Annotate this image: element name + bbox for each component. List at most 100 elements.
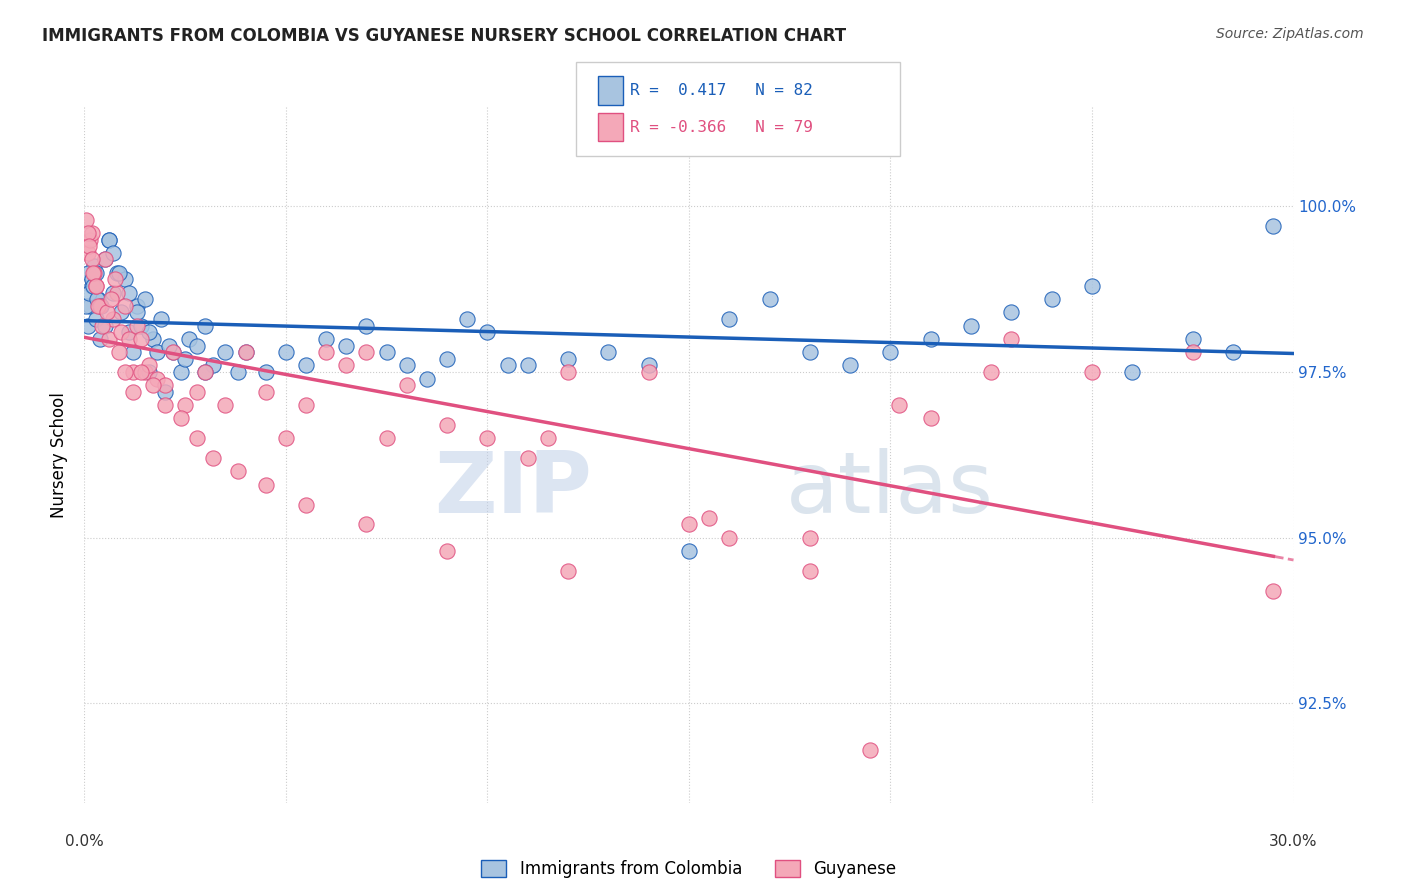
Point [598, 345, 620, 359]
Point [335, 359, 357, 373]
Point [1000, 332, 1022, 346]
Point [335, 338, 357, 352]
Point [496, 359, 519, 373]
Point [170, 365, 193, 379]
Point [799, 564, 821, 578]
Point [87, 299, 110, 313]
Point [114, 272, 136, 286]
Point [295, 498, 318, 512]
Point [121, 345, 143, 359]
Point [980, 365, 1002, 379]
Point [887, 398, 910, 412]
Point [93, 252, 115, 267]
Point [77, 285, 100, 300]
Point [157, 338, 180, 352]
Point [100, 292, 122, 306]
Point [839, 359, 862, 373]
Point [516, 359, 538, 373]
Point [295, 359, 318, 373]
Point [637, 359, 659, 373]
Point [375, 431, 398, 445]
Point [274, 345, 297, 359]
Point [214, 398, 236, 412]
Point [105, 285, 128, 300]
Point [678, 517, 700, 532]
Point [114, 299, 136, 313]
Point [104, 272, 127, 286]
Point [214, 345, 236, 359]
Point [86, 312, 108, 326]
Point [194, 365, 217, 379]
Point [1121, 365, 1143, 379]
Point [77, 266, 100, 280]
Point [1222, 345, 1244, 359]
Point [138, 359, 160, 373]
Point [162, 345, 184, 359]
Point [174, 398, 197, 412]
Point [142, 378, 165, 392]
Point [96, 305, 118, 319]
Point [83, 259, 105, 273]
Text: ZIP: ZIP [434, 448, 592, 532]
Point [395, 378, 418, 392]
Point [153, 398, 176, 412]
Point [356, 517, 378, 532]
Point [103, 245, 125, 260]
Point [557, 564, 579, 578]
Point [90, 299, 112, 313]
Text: R =  0.417   N = 82: R = 0.417 N = 82 [630, 83, 813, 98]
Point [134, 292, 156, 306]
Point [226, 365, 249, 379]
Point [82, 279, 104, 293]
Point [202, 359, 225, 373]
Point [94, 318, 117, 333]
Point [960, 318, 983, 333]
Point [146, 372, 169, 386]
Point [118, 326, 141, 340]
Point [186, 338, 208, 352]
Point [125, 318, 148, 333]
Point [557, 365, 579, 379]
Point [718, 312, 741, 326]
Point [254, 365, 277, 379]
Point [375, 345, 398, 359]
Point [416, 372, 439, 386]
Point [80, 272, 103, 286]
Point [84, 279, 107, 293]
Point [101, 312, 124, 326]
Point [194, 318, 217, 333]
Point [93, 252, 115, 267]
Point [129, 365, 152, 379]
Point [186, 384, 208, 399]
Point [1263, 219, 1285, 234]
Point [80, 252, 103, 267]
Point [557, 351, 579, 366]
Point [456, 312, 478, 326]
Point [82, 279, 104, 293]
Point [697, 511, 720, 525]
Point [146, 345, 169, 359]
Point [125, 299, 148, 313]
Point [77, 245, 100, 260]
Point [537, 431, 560, 445]
Point [1181, 332, 1204, 346]
Point [162, 345, 184, 359]
Text: Source: ZipAtlas.com: Source: ZipAtlas.com [1216, 27, 1364, 41]
Point [226, 465, 249, 479]
Point [153, 384, 176, 399]
Point [101, 285, 124, 300]
Point [1040, 292, 1063, 306]
Point [678, 544, 700, 558]
Point [121, 384, 143, 399]
Point [516, 451, 538, 466]
Point [1000, 305, 1022, 319]
Point [194, 365, 217, 379]
Point [170, 411, 193, 425]
Point [879, 345, 901, 359]
Point [89, 332, 111, 346]
Point [477, 326, 499, 340]
Point [110, 326, 132, 340]
Point [134, 365, 156, 379]
Y-axis label: Nursery School: Nursery School [51, 392, 69, 518]
Point [1263, 583, 1285, 598]
